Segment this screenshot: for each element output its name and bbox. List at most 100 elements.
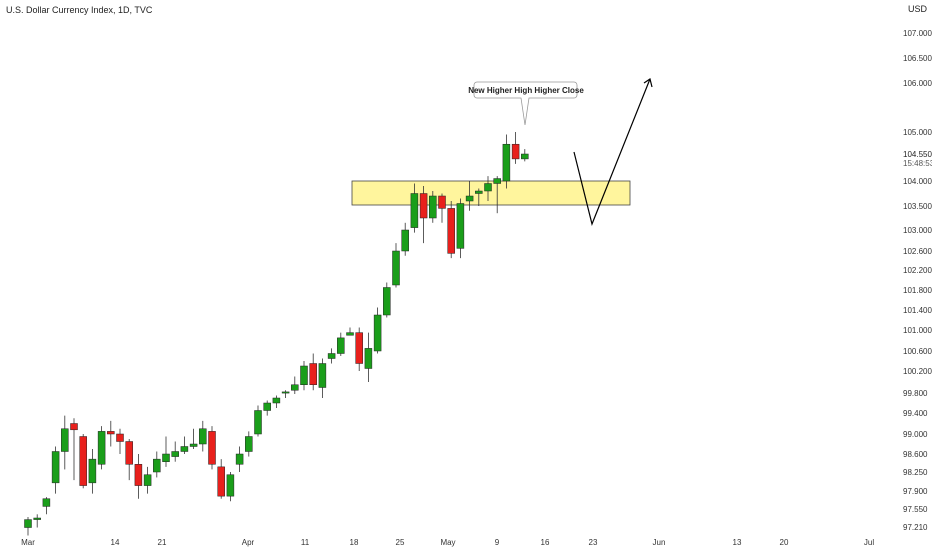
last-price-value: 104.550 bbox=[903, 150, 932, 159]
price-tick-label: 99.800 bbox=[903, 389, 928, 398]
candle-body[interactable] bbox=[475, 190, 483, 194]
candle-body[interactable] bbox=[134, 464, 143, 486]
candle-body[interactable] bbox=[97, 431, 106, 465]
price-tick-label: 106.000 bbox=[903, 79, 932, 88]
candle-body[interactable] bbox=[438, 195, 446, 209]
date-tick-label: Jun bbox=[653, 538, 666, 547]
candle-body[interactable] bbox=[235, 453, 244, 465]
price-tick-label: 107.000 bbox=[903, 29, 932, 38]
candle-body[interactable] bbox=[383, 287, 391, 316]
arrow-head-icon bbox=[643, 78, 653, 88]
candle-body[interactable] bbox=[272, 397, 281, 404]
time-axis[interactable]: Mar 14 21 Apr 11 18 25 May 9 16 23 Jun 13 20 Jul bbox=[21, 538, 874, 547]
price-tick-label: 101.400 bbox=[903, 306, 932, 315]
candle-body[interactable] bbox=[42, 498, 51, 507]
candle-body[interactable] bbox=[189, 443, 198, 447]
projection-arrow[interactable] bbox=[573, 78, 653, 226]
date-tick-label: Apr bbox=[242, 538, 255, 547]
candles-layer bbox=[24, 132, 529, 536]
candle-body[interactable] bbox=[33, 517, 41, 520]
candle-body[interactable] bbox=[318, 363, 327, 388]
candle-body[interactable] bbox=[447, 208, 455, 254]
candle-body[interactable] bbox=[254, 410, 262, 435]
date-tick-label: Mar bbox=[21, 538, 35, 547]
candle-body[interactable] bbox=[263, 402, 271, 411]
date-tick-label: May bbox=[440, 538, 455, 547]
candle-body[interactable] bbox=[162, 453, 170, 462]
currency-label[interactable]: USD bbox=[906, 4, 928, 14]
price-tick-label: 101.800 bbox=[903, 286, 932, 295]
price-tick-label: 102.200 bbox=[903, 266, 932, 275]
date-tick-label: 21 bbox=[158, 538, 167, 547]
candle-body[interactable] bbox=[373, 314, 382, 352]
date-tick-label: 14 bbox=[111, 538, 120, 547]
candle-body[interactable] bbox=[180, 446, 189, 452]
price-axis[interactable]: 107.000 106.500 106.000 105.000 104.000 103.5… bbox=[903, 29, 932, 532]
candle-body[interactable] bbox=[309, 363, 317, 385]
candle-body[interactable] bbox=[337, 337, 345, 354]
candle-body[interactable] bbox=[153, 458, 161, 473]
candle-body[interactable] bbox=[226, 474, 235, 497]
price-tick-label: 98.600 bbox=[903, 450, 928, 459]
price-tick-label: 100.200 bbox=[903, 367, 932, 376]
chart-title: U.S. Dollar Currency Index, 1D, TVC bbox=[6, 5, 153, 15]
price-tick-label: 97.210 bbox=[903, 523, 928, 532]
date-tick-label: 11 bbox=[301, 538, 310, 547]
price-tick-label: 106.500 bbox=[903, 54, 932, 63]
candle-body[interactable] bbox=[199, 428, 207, 445]
candle-body[interactable] bbox=[171, 451, 179, 457]
candle-body[interactable] bbox=[24, 519, 32, 528]
candle-body[interactable] bbox=[245, 436, 253, 452]
candle-body[interactable] bbox=[502, 143, 511, 182]
date-tick-label: 13 bbox=[733, 538, 742, 547]
candle-body[interactable] bbox=[364, 348, 373, 369]
date-tick-label: 16 bbox=[541, 538, 550, 547]
candle-body[interactable] bbox=[392, 250, 400, 286]
date-tick-label: 20 bbox=[780, 538, 789, 547]
candle-body[interactable] bbox=[327, 353, 336, 359]
candle-body[interactable] bbox=[208, 431, 216, 465]
candle-body[interactable] bbox=[419, 193, 428, 219]
candle-body[interactable] bbox=[401, 229, 409, 252]
price-tick-label: 98.250 bbox=[903, 468, 928, 477]
candle-body[interactable] bbox=[456, 203, 465, 249]
last-price-label: 104.550 15:48:53 bbox=[903, 150, 932, 168]
price-tick-label: 102.600 bbox=[903, 247, 932, 256]
candle-body[interactable] bbox=[346, 332, 354, 336]
candle-body[interactable] bbox=[61, 428, 69, 452]
price-tick-label: 103.000 bbox=[903, 226, 932, 235]
candle-body[interactable] bbox=[410, 193, 419, 228]
candle-body[interactable] bbox=[493, 178, 501, 184]
candle-body[interactable] bbox=[465, 195, 474, 202]
candle-body[interactable] bbox=[521, 153, 529, 160]
candle-body[interactable] bbox=[355, 332, 363, 364]
candle-body[interactable] bbox=[291, 384, 299, 391]
date-tick-label: 18 bbox=[350, 538, 359, 547]
candle-body[interactable] bbox=[429, 195, 437, 219]
candle-body[interactable] bbox=[300, 365, 308, 385]
candle-body[interactable] bbox=[116, 433, 124, 442]
candle-body[interactable] bbox=[217, 466, 225, 497]
candle-body[interactable] bbox=[281, 391, 290, 394]
candle-body[interactable] bbox=[51, 451, 60, 484]
price-tick-label: 97.900 bbox=[903, 487, 928, 496]
candle-body[interactable] bbox=[143, 474, 152, 486]
projection-path[interactable] bbox=[573, 78, 651, 226]
candle-body[interactable] bbox=[88, 458, 97, 484]
callout-box[interactable]: New Higher High Higher Close bbox=[468, 81, 584, 126]
callout-text: New Higher High Higher Close bbox=[468, 86, 584, 95]
callout-shape bbox=[473, 81, 578, 126]
candle-body[interactable] bbox=[484, 183, 492, 192]
candle-body[interactable] bbox=[70, 423, 78, 431]
price-tick-label: 97.550 bbox=[903, 505, 928, 514]
last-price-countdown: 15:48:53 bbox=[903, 159, 932, 168]
candle-body[interactable] bbox=[107, 431, 115, 435]
candle-body[interactable] bbox=[79, 436, 87, 486]
price-tick-label: 99.000 bbox=[903, 430, 928, 439]
price-tick-label: 105.000 bbox=[903, 128, 932, 137]
price-tick-label: 101.000 bbox=[903, 326, 932, 335]
candle-body[interactable] bbox=[511, 143, 520, 160]
date-tick-label: 9 bbox=[495, 538, 500, 547]
candle-body[interactable] bbox=[125, 441, 133, 465]
